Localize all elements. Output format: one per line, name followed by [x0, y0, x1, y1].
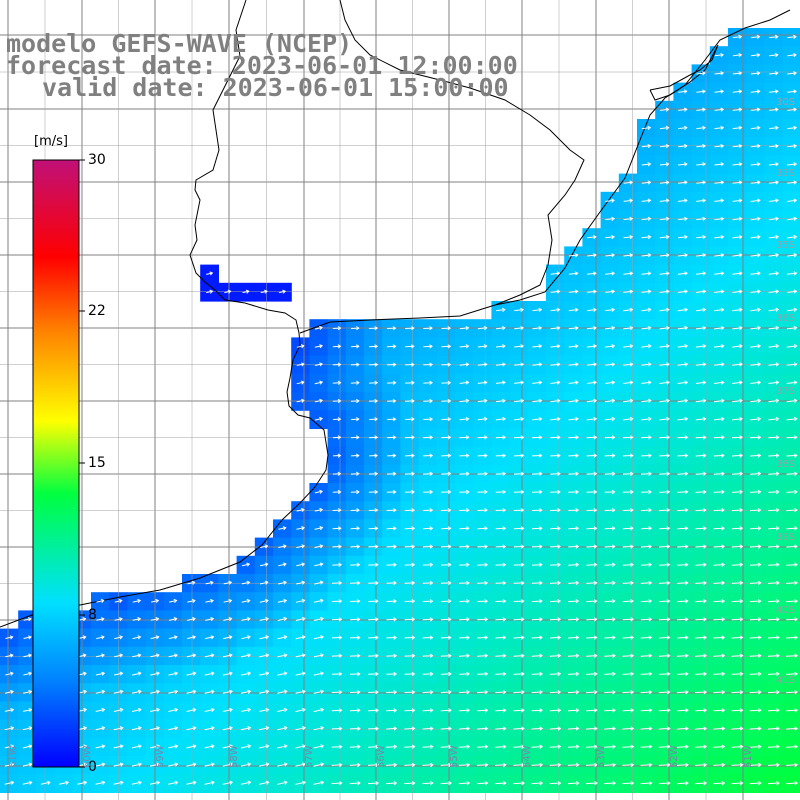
lon-label-51w: 51W	[743, 745, 754, 768]
title-valid-date: valid date: 2023-06-01 15:00:00	[42, 76, 509, 100]
lat-label-37s: 37S	[776, 386, 795, 397]
lon-label-53w: 53W	[596, 745, 607, 768]
lon-label-56w: 56W	[376, 745, 387, 768]
wind-speed-cells	[0, 28, 800, 793]
lat-label-41s: 41S	[776, 675, 795, 686]
colorbar-tick-30: 30	[88, 152, 106, 168]
colorbar-tick-22: 22	[88, 303, 106, 319]
lat-label-30s: 30S	[776, 97, 795, 108]
lon-label-58w: 58W	[229, 745, 240, 768]
colorbar-tick-15: 15	[88, 455, 106, 471]
lat-label-35s: 35S	[776, 240, 795, 251]
lon-label-59w: 59W	[155, 745, 166, 768]
colorbar-unit: [m/s]	[34, 134, 68, 149]
lon-label-60w: 60W	[82, 745, 93, 768]
lat-label-38s: 38S	[776, 459, 795, 470]
lon-label-57w: 57W	[304, 745, 315, 768]
lat-label-33s: 33S	[776, 168, 795, 179]
lon-label-52w: 52W	[669, 745, 680, 768]
lat-label-36s: 36S	[776, 313, 795, 324]
lon-label-54w: 54W	[522, 745, 533, 768]
lat-label-39s: 39S	[776, 532, 795, 543]
lon-label-55w: 55W	[449, 745, 460, 768]
colorbar-tick-8: 8	[88, 607, 97, 623]
lon-label-61w: 61W	[8, 745, 19, 768]
lat-label-40s: 40S	[776, 605, 795, 616]
